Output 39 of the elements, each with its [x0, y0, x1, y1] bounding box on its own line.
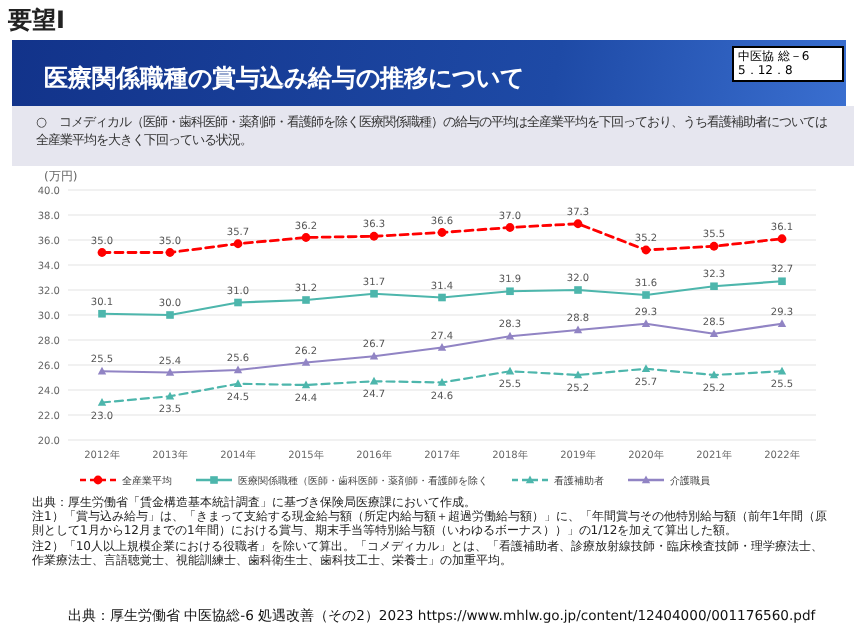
point — [301, 233, 311, 242]
point — [573, 219, 583, 229]
point — [709, 329, 719, 337]
point — [437, 343, 447, 351]
point — [97, 248, 107, 257]
point — [234, 298, 242, 307]
point — [641, 364, 651, 372]
point — [233, 379, 243, 387]
point — [505, 223, 515, 232]
point — [777, 234, 787, 244]
title: 医療関係職種の賞与込み給与の推移について — [44, 62, 524, 96]
point — [709, 370, 719, 379]
point — [573, 370, 583, 379]
point — [437, 228, 447, 237]
point — [778, 277, 786, 286]
point — [97, 398, 107, 406]
annotation: 要望Ⅰ — [8, 4, 65, 38]
point — [301, 380, 311, 389]
point — [709, 241, 719, 251]
point — [301, 358, 311, 366]
point — [437, 378, 447, 386]
point — [710, 282, 718, 291]
point — [506, 287, 514, 296]
point — [165, 368, 175, 376]
point — [573, 325, 583, 334]
point — [574, 286, 582, 294]
point — [302, 296, 310, 304]
point — [641, 319, 651, 327]
point — [777, 319, 787, 327]
point — [369, 231, 379, 241]
point — [438, 293, 446, 302]
point — [166, 311, 174, 319]
point — [233, 365, 243, 374]
point — [98, 309, 106, 318]
point — [165, 248, 175, 257]
point — [642, 291, 650, 299]
point — [233, 239, 243, 249]
point — [641, 245, 651, 255]
point — [370, 289, 378, 298]
